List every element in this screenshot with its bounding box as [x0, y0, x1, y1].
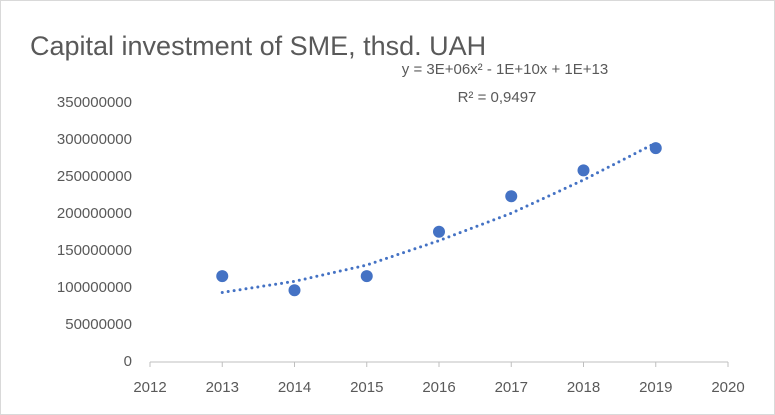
data-point: [216, 270, 229, 283]
x-tick-label: 2020: [711, 379, 744, 396]
trendline-r-squared: R² = 0,9497: [458, 89, 537, 106]
data-point: [577, 164, 590, 177]
x-tick-label: 2014: [278, 379, 311, 396]
x-tick-label: 2016: [422, 379, 455, 396]
data-point: [649, 142, 662, 155]
y-tick-label: 200000000: [57, 205, 132, 222]
y-tick-label: 250000000: [57, 168, 132, 185]
x-tick-label: 2018: [567, 379, 600, 396]
y-tick-label: 350000000: [57, 94, 132, 111]
data-point: [360, 270, 373, 283]
data-point: [288, 284, 301, 297]
data-point: [505, 190, 518, 203]
x-tick-label: 2012: [133, 379, 166, 396]
data-point: [433, 225, 445, 238]
y-tick-label: 0: [124, 353, 132, 370]
y-tick-label: 150000000: [57, 242, 132, 259]
chart-title: Capital investment of SME, thsd. UAH: [30, 31, 486, 61]
y-tick-label: 50000000: [65, 316, 132, 333]
y-tick-label: 300000000: [57, 131, 132, 148]
x-tick-label: 2017: [495, 379, 528, 396]
trendline: [220, 141, 658, 294]
x-tick-label: 2013: [206, 379, 239, 396]
y-tick-label: 100000000: [57, 279, 132, 296]
trendline-equation: y = 3E+06x² - 1E+10x + 1E+13: [402, 61, 608, 78]
x-tick-label: 2019: [639, 379, 672, 396]
x-tick-label: 2015: [350, 379, 383, 396]
